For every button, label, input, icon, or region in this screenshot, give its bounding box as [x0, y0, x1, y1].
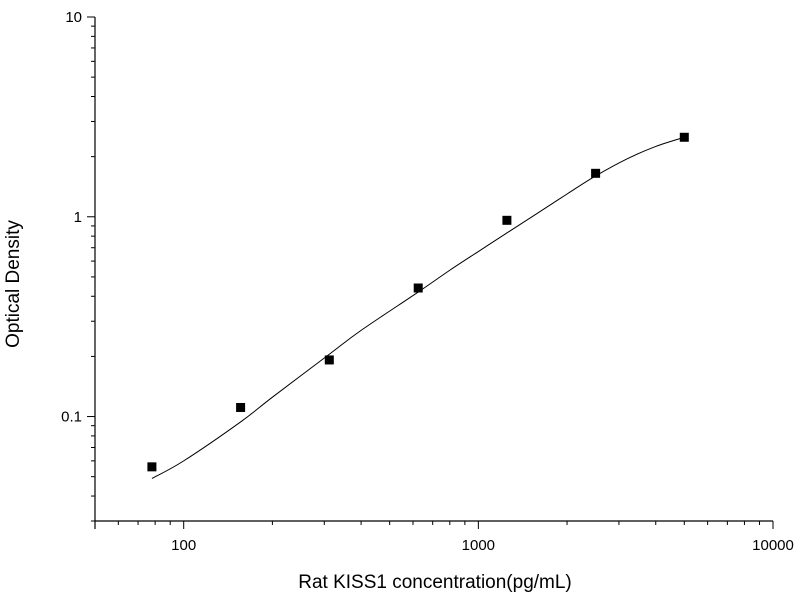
y-tick-label: 10 — [65, 9, 82, 26]
ticks: 100 1000 10000 0.1 1 10 — [61, 9, 794, 554]
data-point — [324, 355, 334, 365]
y-tick-label: 1 — [74, 209, 82, 226]
data-point — [413, 283, 423, 293]
x-tick-label: 100 — [171, 537, 196, 554]
x-tick-label: 1000 — [462, 537, 495, 554]
data-points — [147, 132, 689, 472]
y-axis-title: Optical Density — [3, 220, 24, 348]
data-point — [591, 168, 601, 178]
y-tick-label: 0.1 — [61, 409, 82, 426]
fit-curve-layer — [151, 136, 685, 479]
x-tick-label: 10000 — [752, 537, 794, 554]
fit-curve — [151, 136, 685, 479]
data-point — [679, 132, 689, 142]
data-point — [147, 462, 157, 472]
axes — [94, 17, 773, 529]
x-axis-title: Rat KISS1 concentration(pg/mL) — [298, 572, 572, 593]
data-point — [502, 215, 512, 225]
data-point — [236, 402, 246, 412]
